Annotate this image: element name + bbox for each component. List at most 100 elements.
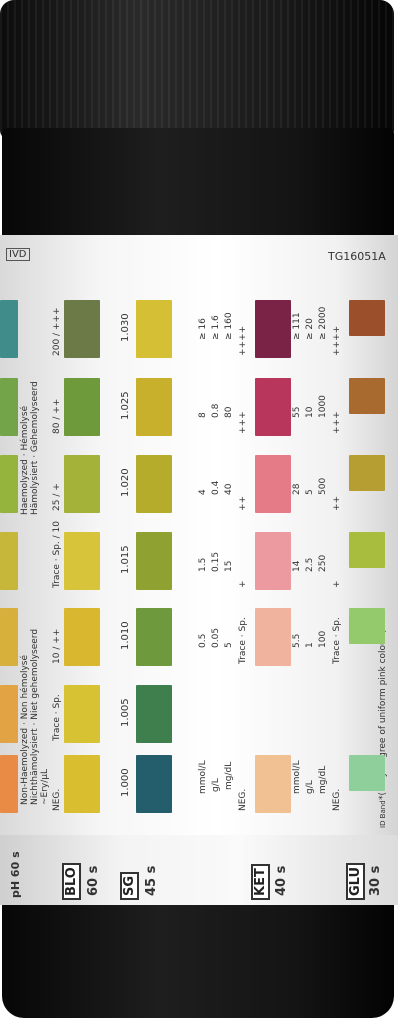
ket-code: KET: [251, 864, 270, 900]
test-label-band: [0, 835, 398, 905]
glucose-value-label: 2.5: [305, 557, 315, 572]
glucose-swatch: [349, 755, 385, 791]
sg-swatch: [136, 608, 172, 666]
ph-swatch: [0, 532, 18, 590]
ketone-value-label: 5: [224, 642, 234, 648]
ketone-swatch: [255, 300, 291, 358]
glucose-value-label: 500: [318, 477, 328, 495]
ph-test-label: pH 60 s: [9, 851, 22, 898]
ketone-value-label: 4: [198, 489, 208, 495]
sg-value-label: 1.005: [120, 698, 131, 727]
sg-time: 45 s: [144, 865, 159, 896]
sg-value-label: 1.020: [120, 468, 131, 497]
glucose-value-label: 5: [305, 489, 315, 495]
blood-level-label: 80 / ++: [52, 398, 62, 434]
ph-swatch: [0, 300, 18, 358]
blood-level-label: NEG.: [52, 788, 62, 811]
sg-test-label: SG: [120, 871, 139, 900]
blood-level-label: Trace · Sp. / 10: [52, 521, 62, 588]
glucose-value-label: ≥ 111: [292, 312, 302, 340]
glucose-swatch: [349, 455, 385, 491]
glucose-value-label: 55: [292, 406, 302, 418]
glucose-value-label: 28: [292, 483, 302, 495]
id-band-label: ID Band: [379, 800, 387, 828]
glucose-value-label: 1000: [318, 395, 328, 418]
sg-swatch: [136, 755, 172, 813]
glucose-value-label: ≥ 2000: [318, 306, 328, 340]
glucose-swatch: [349, 300, 385, 336]
ketone-value-label: 0.15: [211, 551, 221, 572]
blood-swatch: [64, 378, 100, 436]
glu-test-label: GLU: [346, 862, 365, 900]
blo-time: 60 s: [86, 865, 101, 896]
ketone-level-label: +: [238, 580, 248, 588]
glucose-value-label: 1: [305, 642, 315, 648]
sg-swatch: [136, 378, 172, 436]
blood-level-label: 25 / +: [52, 483, 62, 511]
glucose-value-label: 100: [318, 630, 328, 648]
ketone-unit-label: g/L: [211, 778, 221, 792]
sg-value-label: 1.025: [120, 391, 131, 420]
ph-swatch: [0, 608, 18, 666]
ketone-value-label: ≥ 160: [224, 312, 234, 340]
glucose-value-label: 5.5: [292, 633, 302, 648]
ket-time: 40 s: [274, 865, 289, 896]
blood-swatch: [64, 455, 100, 513]
glucose-level-label: +++: [332, 411, 342, 434]
sg-value-label: 1.000: [120, 768, 131, 797]
glucose-unit-label: g/L: [305, 780, 315, 794]
ketone-level-label: ++++: [238, 325, 248, 356]
ph-swatch: [0, 755, 18, 813]
ph-swatch: [0, 685, 18, 743]
ketone-swatch: [255, 455, 291, 513]
blood-level-label: Trace · Sp.: [52, 694, 62, 741]
ketone-swatch: [255, 608, 291, 666]
glucose-unit-label: mmol/L: [292, 760, 302, 794]
ketone-value-label: 0.8: [211, 403, 221, 418]
ketone-value-label: 0.4: [211, 480, 221, 495]
glucose-level-label: ++: [332, 495, 342, 511]
blood-hemolyzed-header2: Hämolysiert · Gehemolyseerd: [30, 381, 40, 515]
sg-swatch: [136, 532, 172, 590]
ph-swatch: [0, 378, 18, 436]
ketone-value-label: 15: [224, 560, 234, 572]
blood-swatch: [64, 300, 100, 358]
ket-test-label: KET: [251, 864, 270, 900]
blo-test-label: BLO: [62, 863, 81, 900]
sg-value-label: 1.010: [120, 621, 131, 650]
ph-swatch: [0, 455, 18, 513]
blood-swatch: [64, 755, 100, 813]
ketone-value-label: 1.5: [198, 557, 208, 572]
ketone-level-label: Trace · Sp.: [238, 617, 248, 664]
ketone-level-label: ++: [238, 495, 248, 511]
blood-swatch: [64, 608, 100, 666]
glucose-level-label: ++++: [332, 325, 342, 356]
ketone-level-label: NEG.: [238, 788, 248, 811]
blood-unit: ~Ery/µL: [40, 768, 50, 805]
ketone-value-label: 40: [224, 483, 234, 495]
glucose-level-label: NEG.: [332, 788, 342, 811]
glucose-value-label: 250: [318, 554, 328, 572]
glucose-value-label: 10: [305, 406, 315, 418]
glucose-swatch: [349, 378, 385, 414]
glucose-swatch: [349, 608, 385, 644]
glucose-level-label: Trace · Sp.: [332, 617, 342, 664]
bottle-cap: [0, 0, 394, 140]
sg-value-label: 1.015: [120, 545, 131, 574]
blood-swatch: [64, 685, 100, 743]
ketone-swatch: [255, 532, 291, 590]
lot-code: TG16051A: [328, 250, 386, 263]
ketone-value-label: 80: [224, 406, 234, 418]
ph-time: 60 s: [9, 851, 22, 878]
ketone-swatch: [255, 755, 291, 813]
ketone-value-label: 0.5: [198, 633, 208, 648]
sg-code: SG: [120, 871, 139, 900]
ketone-level-label: +++: [238, 411, 248, 434]
ketone-unit-label: mg/dL: [224, 761, 234, 790]
ketone-unit-label: mmol/L: [198, 760, 208, 794]
glucose-swatch: [349, 532, 385, 568]
ketone-swatch: [255, 378, 291, 436]
blood-swatch: [64, 532, 100, 590]
ketone-value-label: 0.05: [211, 627, 221, 648]
sg-swatch: [136, 455, 172, 513]
